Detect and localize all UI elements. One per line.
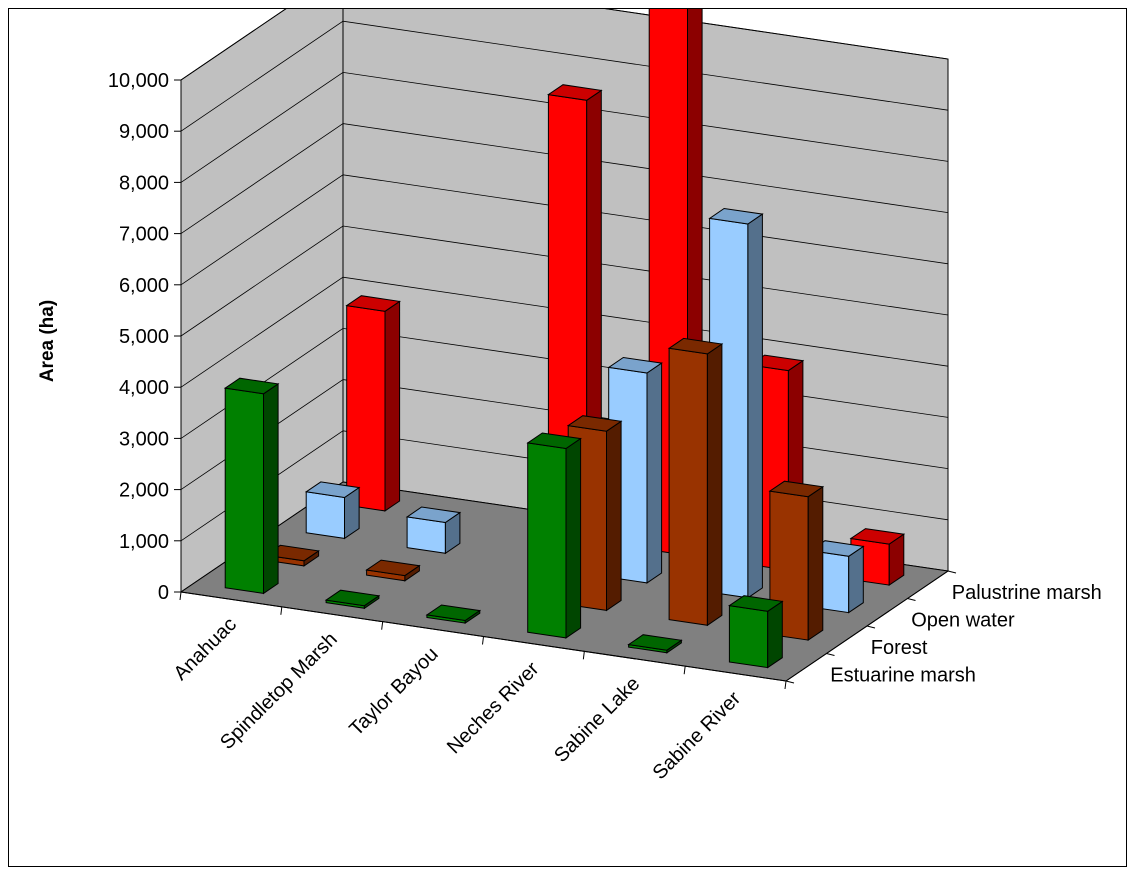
y-tick-label: 5,000 <box>119 326 169 348</box>
category-label: Neches River <box>443 658 544 759</box>
bar-side <box>807 485 824 642</box>
bar-front <box>728 605 769 669</box>
gridline <box>180 20 949 132</box>
y-tick-label: 8,000 <box>119 172 169 194</box>
category-label: Sabine River <box>649 687 746 784</box>
gridline <box>180 123 949 234</box>
bar <box>526 432 582 639</box>
y-tick-label: 6,000 <box>119 275 169 297</box>
gridline <box>180 9 949 81</box>
bar-side <box>767 600 783 669</box>
y-tick-label: 4,000 <box>119 377 169 399</box>
bar <box>627 634 683 654</box>
bar-side <box>706 343 723 627</box>
bar-side <box>263 382 279 595</box>
bar <box>304 481 361 540</box>
bar <box>365 559 421 582</box>
series-label: Estuarine marsh <box>830 664 976 686</box>
bar-side <box>747 213 763 599</box>
bar-side <box>565 437 582 639</box>
bar-top <box>324 589 381 607</box>
bar <box>345 295 401 512</box>
x-tick <box>582 651 585 660</box>
bar <box>667 337 724 627</box>
depth-tick <box>947 570 957 574</box>
depth-tick-labels: Estuarine marsh Forest Open water Palustrin… <box>830 582 1102 687</box>
y-tick-label: 0 <box>158 582 169 604</box>
bar-top <box>566 415 623 432</box>
bar-top <box>425 604 482 622</box>
series-label: Palustrine marsh <box>952 582 1102 604</box>
bar-top <box>223 377 280 395</box>
bar-side <box>646 362 663 584</box>
series-label: Open water <box>911 609 1015 631</box>
bar <box>324 589 381 610</box>
bar-side <box>606 420 622 612</box>
category-label: Sabine Lake <box>550 673 644 767</box>
y-tick-label: 2,000 <box>119 480 169 502</box>
y-tick-label: 10,000 <box>108 70 169 92</box>
category-label: Spindletop Marsh <box>216 628 342 754</box>
depth-tick <box>826 653 835 656</box>
y-tick-labels: 0 1,000 2,000 3,000 4,000 5,000 6,000 7,000 8,00… <box>108 70 169 604</box>
bar-side <box>848 545 864 614</box>
x-tick <box>683 666 686 675</box>
bar-top <box>768 480 825 498</box>
bar <box>405 506 462 555</box>
category-label: Anahuac <box>170 613 241 684</box>
bars <box>223 9 906 669</box>
bar-top <box>547 84 603 101</box>
bar-front <box>668 347 708 626</box>
bar-top <box>365 559 421 577</box>
x-tick <box>381 621 384 630</box>
bar-top <box>607 356 663 374</box>
depth-tick <box>866 625 876 629</box>
bar-top <box>526 432 582 450</box>
bar <box>425 604 482 625</box>
bar-top <box>849 528 906 545</box>
bar <box>728 595 784 669</box>
x-tick <box>179 591 182 601</box>
x-tick <box>280 606 283 615</box>
bar-top <box>345 295 401 312</box>
bar-front <box>527 442 567 639</box>
bar-front <box>224 387 264 594</box>
y-tick-label: 1,000 <box>119 531 169 553</box>
bar-top <box>304 481 361 499</box>
bar <box>223 377 280 595</box>
y-tick-label: 9,000 <box>119 121 169 143</box>
bar-front <box>346 305 386 512</box>
bar-top <box>627 634 683 651</box>
depth-tick <box>907 598 916 601</box>
y-axis-title: Area (ha) <box>37 300 58 382</box>
bar-top <box>405 506 462 524</box>
x-tick <box>482 636 484 645</box>
chart-area: 0 1,000 2,000 3,000 4,000 5,000 6,000 7,000 8,00… <box>8 8 1127 867</box>
gridline <box>180 71 949 183</box>
category-label: Taylor Bayou <box>345 643 442 740</box>
bar-top <box>667 337 724 355</box>
series-label: Forest <box>871 637 928 659</box>
bar-front <box>406 516 446 554</box>
bar-top <box>728 595 784 612</box>
chart-svg: 0 1,000 2,000 3,000 4,000 5,000 6,000 7,000 8,00… <box>37 9 1102 784</box>
y-tick-label: 7,000 <box>119 224 169 246</box>
y-tick-label: 3,000 <box>119 428 169 450</box>
bar-front <box>305 491 345 539</box>
bar-top <box>708 207 764 225</box>
x-tick <box>784 680 787 690</box>
bar-side <box>384 300 401 512</box>
depth-tick <box>785 680 795 684</box>
axes <box>174 79 957 690</box>
